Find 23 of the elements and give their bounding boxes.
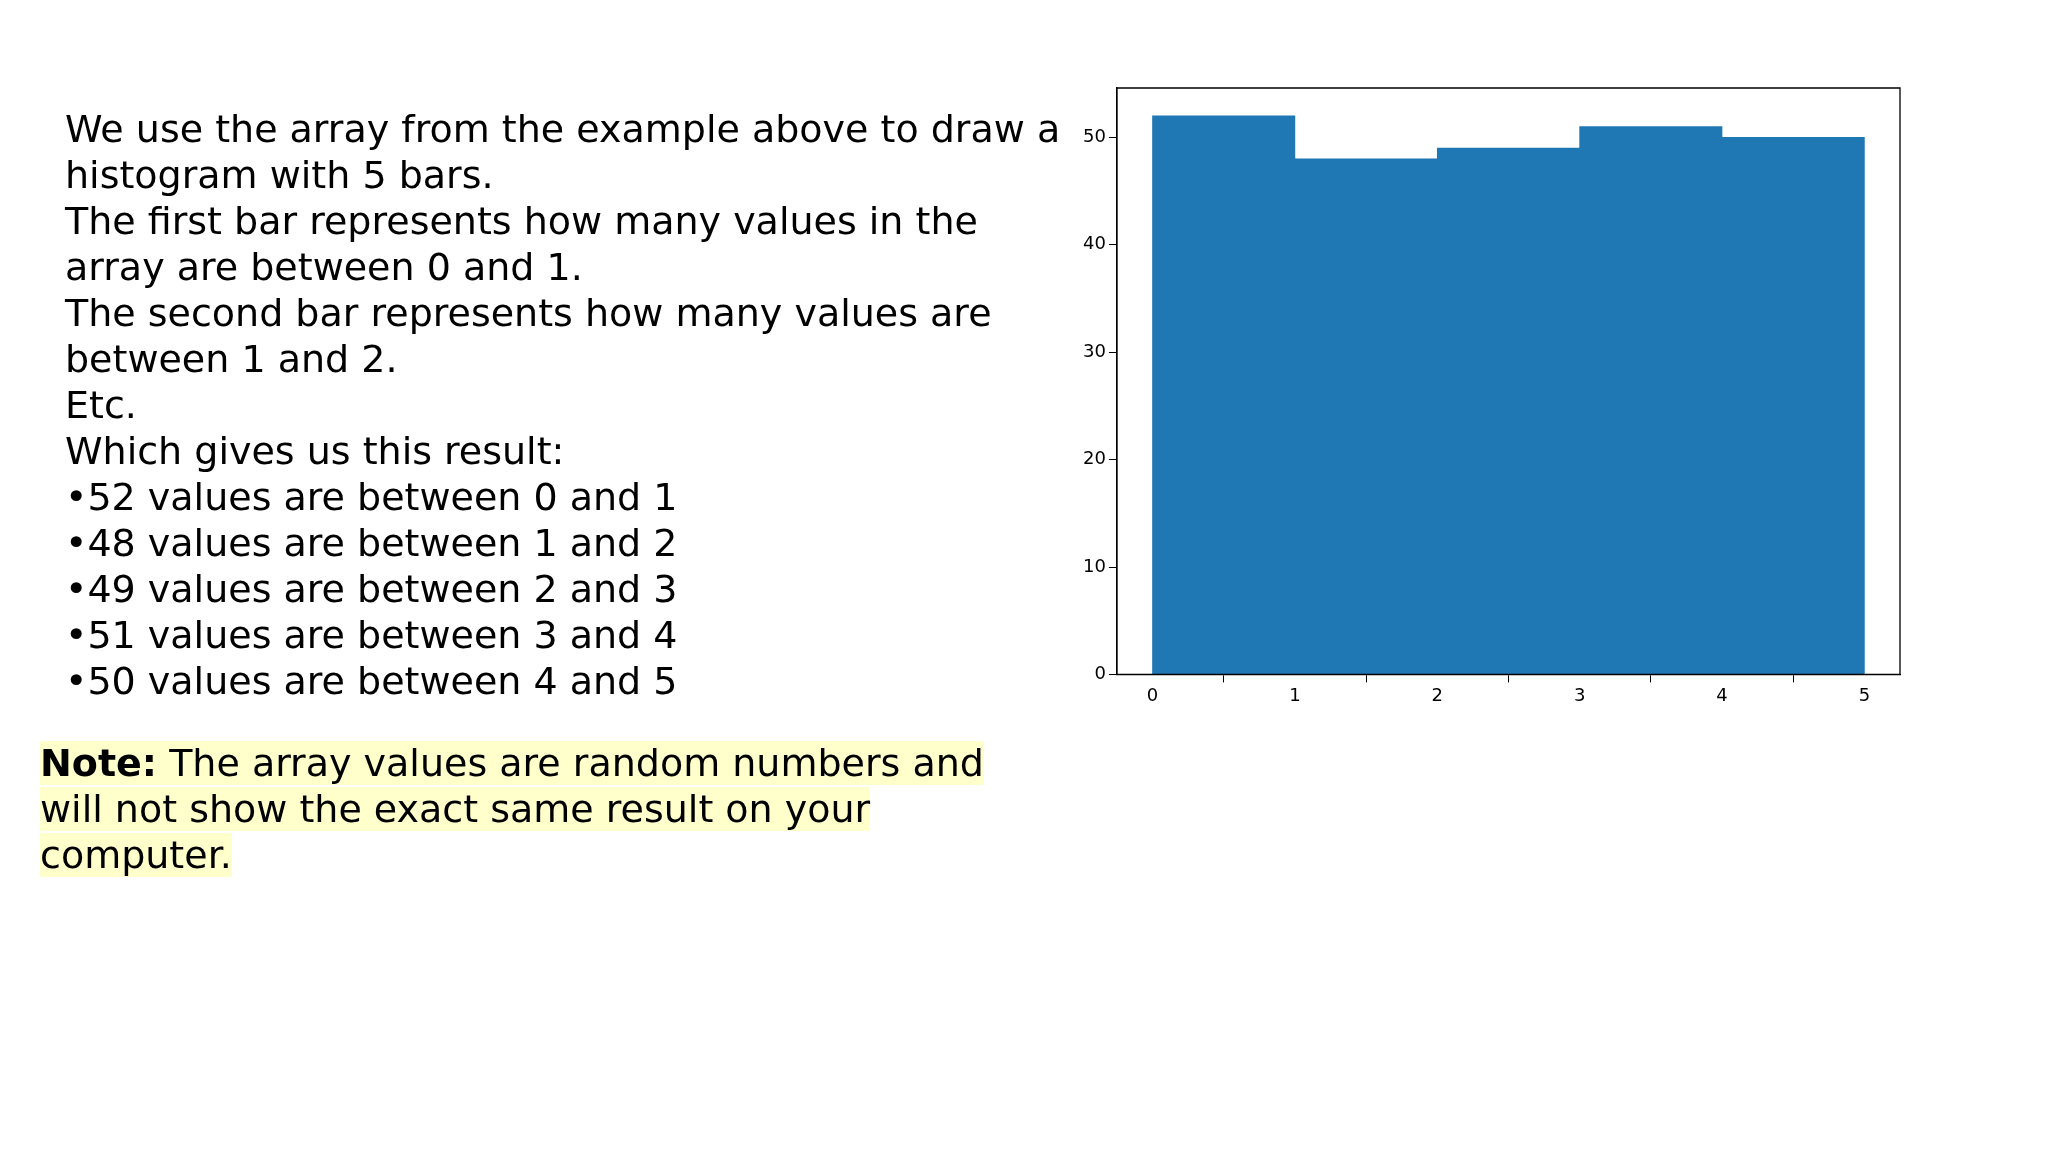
- x-tick-label: 0: [1146, 683, 1159, 705]
- text: •51 values are between 3 and 4: [65, 612, 679, 658]
- text: Which gives us this result:: [65, 428, 566, 474]
- text: Note: The array values are random numbers and will not show the exact same result on your computer.: [40, 741, 984, 877]
- y-tick-label: 10: [1083, 554, 1106, 576]
- text: The second bar represents how many values are between 1 and 2.: [65, 290, 993, 382]
- text: •52 values are between 0 and 1: [65, 474, 679, 520]
- text: •48 values are between 1 and 2: [65, 520, 679, 566]
- text: We use the array from the example above to draw a histogram with 5 bars.: [65, 106, 1062, 198]
- x-tick-label: 4: [1716, 683, 1728, 705]
- text: •49 values are between 2 and 3: [65, 566, 679, 612]
- text: Etc.: [65, 382, 138, 428]
- x-tick-label: 2: [1431, 683, 1443, 705]
- text: •50 values are between 4 and 5: [65, 658, 679, 704]
- text: The first bar represents how many values in the array are between 0 and 1.: [65, 198, 979, 290]
- y-tick-label: 40: [1083, 232, 1106, 254]
- y-tick-label: 30: [1083, 339, 1106, 361]
- x-tick-label: 3: [1573, 683, 1586, 705]
- y-tick-label: 50: [1083, 125, 1106, 147]
- y-tick-label: 0: [1094, 662, 1106, 684]
- x-tick-label: 1: [1289, 683, 1301, 705]
- y-tick-label: 20: [1083, 447, 1106, 469]
- x-tick-label: 5: [1858, 683, 1871, 705]
